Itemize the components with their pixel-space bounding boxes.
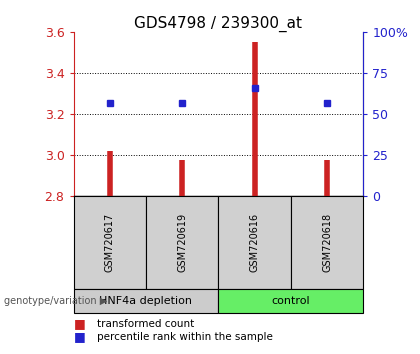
Bar xyxy=(218,289,363,313)
Text: ■: ■ xyxy=(74,331,85,343)
Text: ■: ■ xyxy=(74,318,85,330)
Text: percentile rank within the sample: percentile rank within the sample xyxy=(97,332,273,342)
Text: GSM720617: GSM720617 xyxy=(105,213,115,272)
Bar xyxy=(74,289,218,313)
Text: control: control xyxy=(272,296,310,306)
Bar xyxy=(146,196,218,289)
Text: HNF4a depletion: HNF4a depletion xyxy=(100,296,192,306)
Text: transformed count: transformed count xyxy=(97,319,194,329)
Bar xyxy=(74,196,146,289)
Text: GSM720616: GSM720616 xyxy=(249,213,260,272)
Text: GSM720618: GSM720618 xyxy=(322,213,332,272)
Text: genotype/variation ▶: genotype/variation ▶ xyxy=(4,296,108,306)
Text: GSM720619: GSM720619 xyxy=(177,213,187,272)
Bar xyxy=(218,196,291,289)
Bar xyxy=(291,196,363,289)
Title: GDS4798 / 239300_at: GDS4798 / 239300_at xyxy=(134,16,302,32)
